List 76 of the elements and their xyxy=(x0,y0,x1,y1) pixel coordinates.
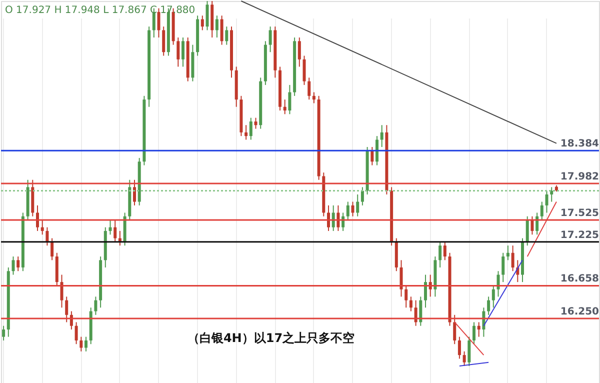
candlestick xyxy=(472,322,476,345)
candlestick xyxy=(16,256,20,272)
candlestick xyxy=(487,296,490,316)
candlestick xyxy=(268,26,272,53)
candlestick xyxy=(65,296,68,323)
candlestick xyxy=(220,15,224,46)
candlestick xyxy=(550,186,554,202)
candlestick xyxy=(400,260,403,298)
candlestick xyxy=(404,285,408,308)
candlestick xyxy=(94,296,98,316)
candlestick xyxy=(50,238,54,261)
candlestick xyxy=(438,241,442,268)
candlestick xyxy=(360,186,364,206)
candlestick xyxy=(225,26,228,46)
candlestick xyxy=(162,26,166,56)
candlestick xyxy=(298,37,301,68)
candlestick xyxy=(506,245,510,261)
candlestick xyxy=(288,84,292,115)
candlestick xyxy=(40,220,44,236)
candlestick xyxy=(540,201,544,220)
candlestick xyxy=(176,37,180,68)
candlestick xyxy=(84,336,88,352)
candlestick xyxy=(336,204,340,232)
candlestick xyxy=(200,15,204,31)
candlestick xyxy=(152,8,156,38)
candlestick xyxy=(308,77,311,100)
candlestick xyxy=(114,220,117,242)
candlestick xyxy=(462,350,466,366)
candlestick xyxy=(458,336,461,360)
candlestick xyxy=(468,336,471,366)
candlestick xyxy=(327,204,330,232)
candlestick xyxy=(133,179,136,206)
annotation: 18.384 xyxy=(560,138,600,150)
candlestick xyxy=(477,322,480,338)
annotation: 17.225 xyxy=(560,230,600,241)
candlestick xyxy=(424,274,427,308)
annotation: 17.982 xyxy=(560,172,600,182)
candlestick xyxy=(244,124,248,140)
candlestick xyxy=(376,136,378,166)
annotation: （白银4H）以17之上只多不空 xyxy=(187,331,355,346)
candlestick xyxy=(80,336,83,352)
candlestick xyxy=(453,314,456,345)
annotation: 17.525 xyxy=(560,208,600,219)
candlestick xyxy=(351,201,354,217)
candlestick xyxy=(12,256,15,276)
candlestick xyxy=(380,124,384,148)
candlestick xyxy=(332,204,335,232)
annotation: 16.250 xyxy=(560,306,600,318)
candlestick xyxy=(356,194,360,217)
candlestick xyxy=(511,245,514,272)
candlestick xyxy=(492,285,495,308)
candlestick xyxy=(215,15,218,38)
candlestick xyxy=(46,226,49,246)
candlestick xyxy=(206,0,209,31)
candlestick xyxy=(419,296,422,326)
candlestick xyxy=(502,252,505,283)
candlestick xyxy=(530,216,534,236)
candlestick xyxy=(254,117,258,130)
candlestick xyxy=(283,99,286,115)
candlestick xyxy=(312,92,316,104)
candlestick xyxy=(346,201,350,220)
candlestick xyxy=(108,220,112,236)
candlestick xyxy=(60,274,64,308)
candlestick xyxy=(545,190,548,214)
annotation: 16.658 xyxy=(560,274,600,285)
candlestick xyxy=(36,204,39,232)
candlestick xyxy=(157,8,160,38)
candlestick xyxy=(302,55,306,86)
candlestick xyxy=(526,216,529,246)
candlestick xyxy=(2,325,6,341)
candlestick xyxy=(409,296,412,312)
candlestick xyxy=(370,146,374,166)
candlestick xyxy=(182,37,184,68)
candlestick xyxy=(443,241,446,261)
candlestick xyxy=(74,322,78,345)
candlestick xyxy=(249,117,252,140)
